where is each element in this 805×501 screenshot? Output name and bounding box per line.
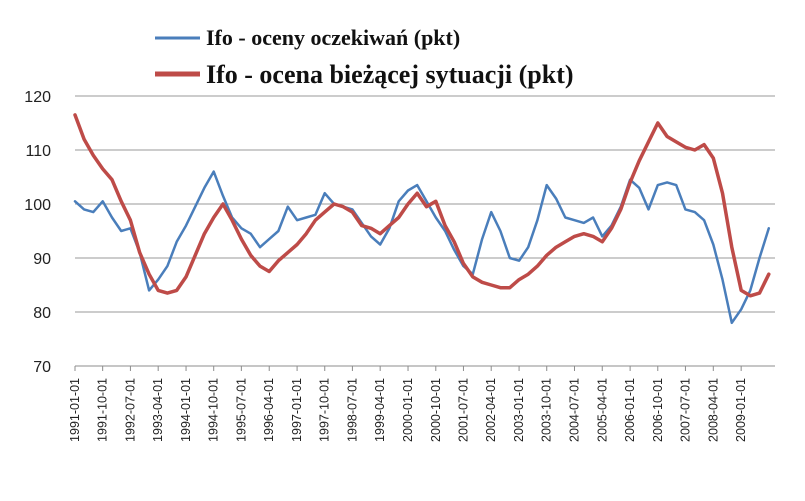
y-tick-label: 90 bbox=[33, 251, 51, 268]
grid bbox=[75, 95, 775, 367]
x-tick-label: 2002-04-01 bbox=[484, 378, 498, 442]
x-tick-label: 1994-10-01 bbox=[207, 378, 221, 442]
legend-label-1: Ifo - oceny oczekiwań (pkt) bbox=[206, 25, 460, 50]
x-tick-label: 1995-07-01 bbox=[234, 378, 248, 442]
legend: Ifo - oceny oczekiwań (pkt) Ifo - ocena … bbox=[155, 25, 574, 89]
x-axis: 1991-01-01 1991-10-01 1992-07-01 1993-04-01… bbox=[68, 366, 748, 442]
x-tick-label: 1999-04-01 bbox=[373, 378, 387, 442]
x-tick-label: 1997-01-01 bbox=[290, 378, 304, 442]
x-tick-label: 2003-10-01 bbox=[540, 378, 554, 442]
x-tick-label: 1998-07-01 bbox=[345, 378, 359, 442]
x-tick-label: 2008-04-01 bbox=[706, 378, 720, 442]
legend-label-2: Ifo - ocena bieżącej sytuacji (pkt) bbox=[206, 60, 574, 89]
series-line-2 bbox=[73, 113, 771, 298]
x-tick-label: 2000-10-01 bbox=[429, 378, 443, 442]
y-tick-label: 80 bbox=[33, 305, 51, 322]
x-tick-label: 2007-07-01 bbox=[678, 378, 692, 442]
x-tick-label: 2003-01-01 bbox=[512, 378, 526, 442]
x-tick-label: 1994-01-01 bbox=[179, 378, 193, 442]
x-tick-label: 2001-07-01 bbox=[456, 378, 470, 442]
x-tick-label: 1991-01-01 bbox=[68, 378, 82, 442]
x-tick-label: 2006-10-01 bbox=[651, 378, 665, 442]
y-tick-label: 100 bbox=[24, 197, 51, 214]
x-tick-label: 2005-04-01 bbox=[595, 378, 609, 442]
x-tick-label: 2009-01-01 bbox=[734, 378, 748, 442]
series-lines bbox=[73, 113, 771, 325]
x-tick-label: 1996-04-01 bbox=[262, 378, 276, 442]
series-line-1 bbox=[73, 170, 771, 325]
x-tick-label: 2004-07-01 bbox=[567, 378, 581, 442]
x-tick-label: 1992-07-01 bbox=[123, 378, 137, 442]
x-tick-label: 1991-10-01 bbox=[96, 378, 110, 442]
x-tick-label: 1997-10-01 bbox=[318, 378, 332, 442]
y-tick-label: 120 bbox=[24, 89, 51, 106]
x-tick-label: 2006-01-01 bbox=[623, 378, 637, 442]
y-axis: 70 80 90 100 110 120 bbox=[24, 89, 51, 376]
y-tick-label: 110 bbox=[25, 143, 51, 160]
x-tick-label: 1993-04-01 bbox=[151, 378, 165, 442]
y-tick-label: 70 bbox=[33, 359, 51, 376]
x-tick-label: 2000-01-01 bbox=[401, 378, 415, 442]
